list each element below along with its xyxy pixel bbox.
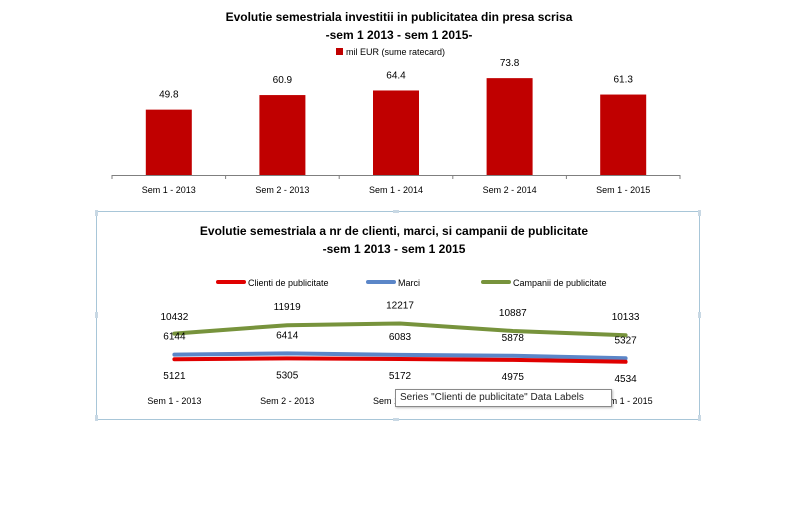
chart2-title: Evolutie semestriala a nr de clienti, ma… bbox=[200, 224, 588, 238]
bar-value-label: 60.9 bbox=[273, 75, 293, 86]
series-line-2 bbox=[172, 321, 628, 338]
resize-handle-top-right[interactable] bbox=[698, 210, 701, 216]
resize-handle-top[interactable] bbox=[393, 210, 399, 213]
chart1-subtitle: -sem 1 2013 - sem 1 2015- bbox=[326, 28, 473, 42]
resize-handle-bottom-right[interactable] bbox=[698, 415, 701, 421]
data-label: 12217 bbox=[386, 300, 414, 311]
bar-value-label: 49.8 bbox=[159, 90, 179, 101]
x-tick-label: Sem 1 - 2015 bbox=[599, 396, 653, 406]
chart2-subtitle: -sem 1 2013 - sem 1 2015 bbox=[323, 242, 466, 256]
resize-handle-left[interactable] bbox=[95, 312, 98, 318]
data-label: 10887 bbox=[499, 308, 527, 319]
bar-value-label: 64.4 bbox=[386, 70, 406, 81]
line-chart: Evolutie semestriala a nr de clienti, ma… bbox=[147, 224, 653, 406]
bar-chart: Evolutie semestriala investitii in publi… bbox=[111, 10, 681, 195]
x-tick-label: Sem 1 - 2013 bbox=[142, 185, 196, 195]
x-tick-label: Sem 1 - 2014 bbox=[369, 185, 423, 195]
bar-value-label: 73.8 bbox=[500, 58, 520, 69]
data-label: 10432 bbox=[160, 312, 188, 323]
chart2-legend-label: Clienti de publicitate bbox=[248, 278, 329, 288]
x-tick-label: Sem 1 - 2015 bbox=[596, 185, 650, 195]
data-label: 5172 bbox=[389, 371, 412, 382]
x-tick-label: Sem 2 - 2014 bbox=[483, 185, 537, 195]
data-label: 6083 bbox=[389, 332, 412, 343]
data-label: 5305 bbox=[276, 370, 299, 381]
bar bbox=[145, 109, 192, 175]
data-label: 5878 bbox=[502, 333, 525, 344]
bar bbox=[486, 78, 533, 175]
data-label: 6414 bbox=[276, 330, 299, 341]
chart2-legend-label: Marci bbox=[398, 278, 420, 288]
bar bbox=[373, 90, 419, 175]
x-tick-label: Sem 2 - 2013 bbox=[260, 396, 314, 406]
data-labels-tooltip: Series "Clienti de publicitate" Data Lab… bbox=[395, 389, 612, 407]
chart1-legend-swatch bbox=[336, 48, 343, 55]
bar-value-label: 61.3 bbox=[613, 75, 633, 86]
data-label: 4534 bbox=[614, 374, 637, 385]
data-label: 10133 bbox=[612, 312, 640, 323]
bar bbox=[259, 95, 306, 175]
resize-handle-bottom-left[interactable] bbox=[95, 415, 98, 421]
chart2-legend-label: Campanii de publicitate bbox=[513, 278, 607, 288]
data-label: 11919 bbox=[274, 302, 302, 313]
data-label: 5121 bbox=[163, 371, 186, 382]
series-line-1 bbox=[172, 351, 628, 361]
series-line-0 bbox=[172, 356, 628, 364]
resize-handle-right[interactable] bbox=[698, 312, 701, 318]
x-tick-label: Sem 1 - 2013 bbox=[147, 396, 201, 406]
bar bbox=[600, 94, 647, 175]
line-chart-frame[interactable] bbox=[95, 210, 701, 421]
chart1-legend-label: mil EUR (sume ratecard) bbox=[346, 47, 445, 57]
resize-handle-top-left[interactable] bbox=[95, 210, 98, 216]
resize-handle-bottom[interactable] bbox=[393, 418, 399, 421]
x-tick-label: Sem 2 - 2013 bbox=[255, 185, 309, 195]
data-label: 5327 bbox=[614, 335, 637, 346]
data-label: 6144 bbox=[163, 332, 186, 343]
data-label: 4975 bbox=[502, 372, 525, 383]
chart1-title: Evolutie semestriala investitii in publi… bbox=[226, 10, 573, 24]
